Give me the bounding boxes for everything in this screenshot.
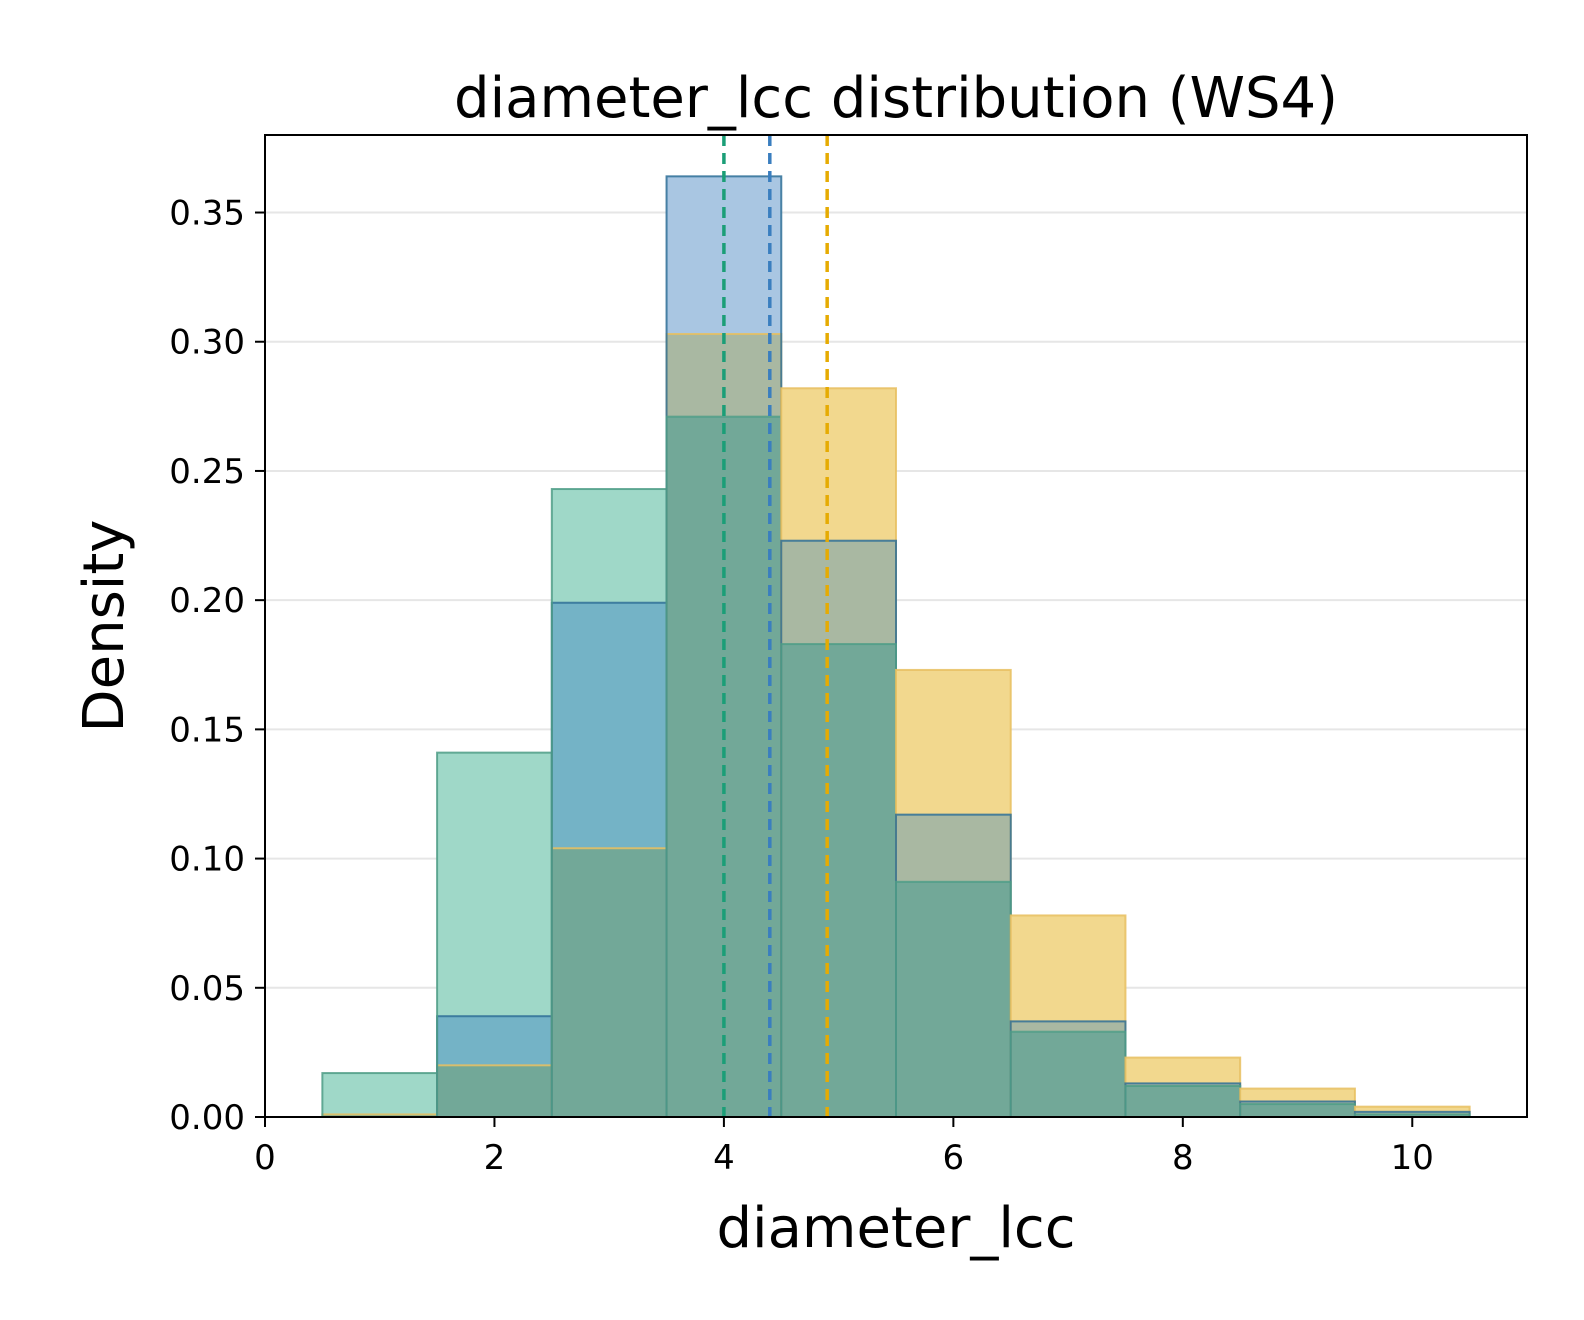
y-axis-ticks: 0.00 0.05 0.10 0.15 0.20 0.25 0.30 0.35 <box>169 194 265 1138</box>
bar-segment <box>1240 1104 1355 1117</box>
x-tick-label: 10 <box>1391 1138 1434 1178</box>
bar-segment <box>322 1114 438 1117</box>
y-tick-label: 0.15 <box>169 710 245 750</box>
x-tick-label: 8 <box>1172 1138 1194 1178</box>
bar-segment <box>551 602 667 849</box>
bar-segment <box>781 388 896 541</box>
y-tick-label: 0.10 <box>169 840 245 880</box>
bar-segment <box>1010 1031 1126 1117</box>
bar-segment <box>781 540 896 645</box>
x-axis-label: diameter_lcc <box>717 1196 1076 1261</box>
x-tick-label: 2 <box>484 1138 506 1178</box>
x-axis-ticks: 0 2 4 6 8 10 <box>254 1117 1434 1178</box>
x-tick-label: 0 <box>254 1138 276 1178</box>
bar-segment <box>1125 1057 1241 1084</box>
y-tick-label: 0.00 <box>169 1098 245 1138</box>
bar-segment <box>1010 915 1126 1022</box>
y-tick-label: 0.05 <box>169 969 245 1009</box>
bar-segment <box>437 1065 552 1117</box>
mean-lines <box>722 135 829 1117</box>
bar-segment <box>1010 1021 1126 1032</box>
bar-segment <box>1125 1083 1241 1086</box>
y-tick-label: 0.25 <box>169 452 245 492</box>
bar-segment <box>551 489 667 603</box>
bar-segment <box>322 1073 438 1115</box>
y-axis-label: Density <box>72 520 137 733</box>
y-tick-label: 0.20 <box>169 581 245 621</box>
bar-segment <box>437 1016 552 1066</box>
bar-segment <box>1354 1111 1470 1115</box>
bar-segment <box>1240 1101 1355 1105</box>
bar-segment <box>437 752 552 1017</box>
y-tick-label: 0.30 <box>169 323 245 363</box>
bar-segment <box>1354 1114 1470 1117</box>
bar-segment <box>896 881 1011 1117</box>
y-tick-label: 0.35 <box>169 194 245 234</box>
plot-area-frame <box>264 134 1528 1118</box>
bar-segment <box>896 669 1011 815</box>
bar-segment <box>1240 1088 1355 1102</box>
chart-title: diameter_lcc distribution (WS4) <box>454 66 1338 131</box>
bar-segment <box>1125 1085 1241 1117</box>
x-tick-label: 6 <box>943 1138 965 1178</box>
bar-segment <box>781 644 896 1117</box>
bar-segment <box>896 814 1011 882</box>
histogram-bars <box>321 175 1471 1119</box>
x-tick-label: 4 <box>713 1138 735 1178</box>
bar-segment <box>1354 1106 1470 1112</box>
bar-segment <box>551 848 667 1117</box>
